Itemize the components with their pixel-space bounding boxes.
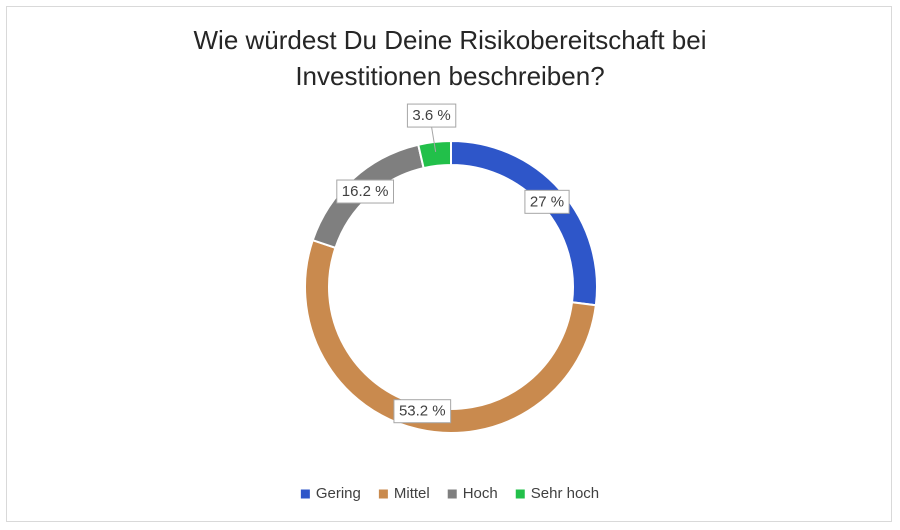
data-label: 27 %	[530, 193, 564, 210]
data-label: 53.2 %	[399, 403, 446, 420]
donut-slice	[450, 139, 598, 307]
donut-slice	[417, 139, 452, 170]
data-label: 3.6 %	[412, 107, 450, 124]
legend-label: Sehr hoch	[531, 485, 599, 502]
legend-marker	[515, 489, 525, 499]
chart-frame	[6, 6, 892, 522]
data-label-box	[393, 399, 452, 424]
data-label-box	[406, 103, 457, 128]
legend-label: Gering	[316, 485, 361, 502]
legend-marker	[447, 489, 457, 499]
data-label-box	[336, 179, 395, 204]
chart-title: Wie würdest Du Deine Risikobereitschaft …	[193, 25, 707, 91]
data-label-box	[524, 189, 570, 214]
legend-label: Hoch	[463, 485, 498, 502]
leader-line	[431, 127, 437, 152]
legend-marker	[378, 489, 388, 499]
data-label: 16.2 %	[342, 183, 389, 200]
legend-label: Mittel	[394, 485, 430, 502]
legend-marker	[300, 489, 310, 499]
